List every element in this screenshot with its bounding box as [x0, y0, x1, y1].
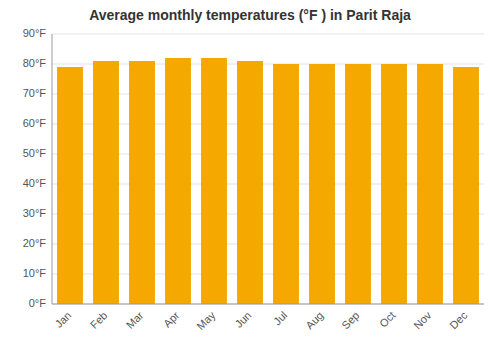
x-tick-label: Jun: [232, 309, 253, 330]
bar: [201, 58, 227, 304]
chart-svg: Average monthly temperatures (°F ) in Pa…: [0, 0, 500, 350]
bar: [273, 64, 299, 304]
bar: [381, 64, 407, 304]
y-tick-label: 90°F: [23, 27, 47, 39]
grid-line: [52, 34, 484, 35]
bar: [417, 64, 443, 304]
y-tick-label: 80°F: [23, 57, 47, 69]
x-tick-label: Jul: [271, 309, 289, 327]
chart-title: Average monthly temperatures (°F ) in Pa…: [89, 7, 411, 23]
y-tick-label: 10°F: [23, 267, 47, 279]
bar: [57, 67, 83, 304]
x-tick-label: Dec: [447, 309, 470, 332]
chart-container: Average monthly temperatures (°F ) in Pa…: [0, 0, 500, 350]
x-tick-label: Nov: [411, 309, 434, 332]
y-tick-label: 70°F: [23, 87, 47, 99]
x-tick-label: Jan: [52, 309, 73, 330]
y-axis-line: [52, 34, 53, 304]
x-tick-label: Sep: [339, 309, 361, 331]
bar: [165, 58, 191, 304]
y-tick-label: 0°F: [29, 297, 47, 309]
y-tick-label: 30°F: [23, 207, 47, 219]
bar: [309, 64, 335, 304]
x-tick-label: May: [194, 309, 218, 333]
bar: [93, 61, 119, 304]
y-tick-label: 40°F: [23, 177, 47, 189]
y-tick-label: 20°F: [23, 237, 47, 249]
x-tick-label: Apr: [161, 309, 182, 330]
x-axis-line: [52, 304, 484, 305]
y-grid: [52, 34, 484, 304]
y-tick-label: 50°F: [23, 147, 47, 159]
y-tick-label: 60°F: [23, 117, 47, 129]
bar: [345, 64, 371, 304]
x-tick-labels: Jan Feb Mar Apr May Jun Jul Aug Sep Oct Nov Dec: [52, 309, 469, 333]
bar: [453, 67, 479, 304]
bar: [129, 61, 155, 304]
x-tick-label: Aug: [303, 309, 325, 331]
x-tick-label: Mar: [124, 309, 146, 331]
y-tick-labels: 0°F 10°F 20°F 30°F 40°F 50°F 60°F 70°F 80°F 90°F: [23, 27, 47, 309]
x-tick-label: Oct: [377, 309, 398, 330]
bars: [57, 58, 479, 304]
x-tick-label: Feb: [88, 309, 110, 331]
bar: [237, 61, 263, 304]
grid-line: [52, 304, 484, 305]
